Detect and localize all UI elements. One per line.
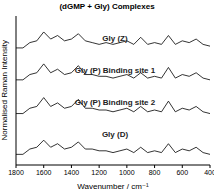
svg-text:1000: 1000	[119, 169, 135, 176]
svg-text:400: 400	[204, 169, 206, 176]
svg-text:1400: 1400	[64, 169, 80, 176]
svg-text:800: 800	[149, 169, 161, 176]
svg-text:1600: 1600	[36, 169, 52, 176]
html-text:Gly (P) Binding site 1: Gly (P) Binding site 1	[74, 66, 156, 75]
html-text:Gly (P) Binding site 2: Gly (P) Binding site 2	[74, 98, 156, 107]
html-text:Gly (D): Gly (D)	[101, 130, 129, 139]
svg-text:Normalised Raman Intensity: Normalised Raman Intensity	[8, 40, 9, 140]
html-text:(dGMP + Gly) Complexes: (dGMP + Gly) Complexes	[59, 2, 155, 11]
svg-text:Wavenumber / cm⁻¹: Wavenumber / cm⁻¹	[77, 182, 149, 189]
svg-text:1800: 1800	[8, 169, 24, 176]
svg-text:1200: 1200	[91, 169, 107, 176]
svg-text:600: 600	[176, 169, 188, 176]
html-text:Gly (Z): Gly (Z)	[102, 34, 128, 43]
